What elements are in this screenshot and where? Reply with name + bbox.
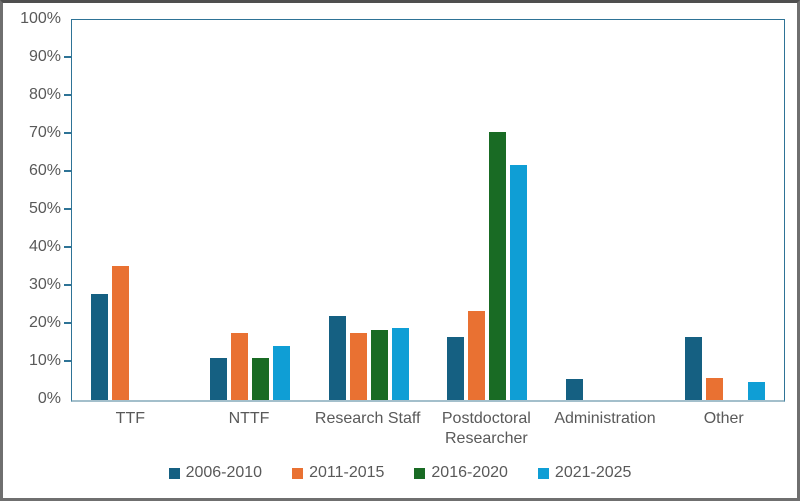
y-tick-label-50: 50%: [28, 200, 61, 217]
y-tick-mark-30: [64, 284, 71, 286]
legend: 2006-2010 2011-2015 2016-2020 2021-2025: [3, 464, 797, 482]
legend-item-2006-2010: 2006-2010: [168, 464, 263, 482]
bar-group-research-staff: [309, 20, 428, 400]
legend-label: 2006-2010: [185, 464, 263, 481]
bar-postdoctoral-researcher-2006-2010: [447, 336, 465, 400]
bar-other-2021-2025: [747, 381, 765, 400]
x-axis-label-other: Other: [703, 410, 744, 427]
legend-item-2016-2020: 2016-2020: [414, 464, 508, 482]
bar-nttf-2016-2020: [252, 357, 269, 400]
bar-nttf-2011-2015: [231, 333, 248, 400]
y-tick-label-10: 10%: [28, 352, 61, 369]
x-axis-label-ttf: TTF: [115, 410, 145, 427]
x-axis-labels: TTF NTTF Research Staff Postdoctoral Resear…: [71, 409, 783, 449]
bar-research-staff-2011-2015: [349, 333, 367, 400]
bar-research-staff-2006-2010: [328, 315, 346, 400]
plot-area: [71, 19, 785, 402]
bar-other-2006-2010: [684, 336, 702, 400]
y-tick-mark-10: [64, 360, 71, 362]
y-tick-label-80: 80%: [28, 86, 61, 103]
y-tick-mark-40: [64, 246, 71, 248]
x-axis-label-administration: Administration: [554, 410, 656, 427]
bar-group-nttf: [191, 20, 310, 400]
legend-label: 2021-2025: [554, 464, 632, 481]
y-tick-label-40: 40%: [28, 238, 61, 255]
bar-postdoctoral-researcher-2016-2020: [489, 132, 507, 400]
y-tick-label-90: 90%: [28, 48, 61, 65]
bar-ttf-2006-2010: [91, 294, 109, 400]
bar-nttf-2006-2010: [210, 357, 227, 400]
legend-item-2021-2025: 2021-2025: [537, 464, 632, 482]
legend-swatch-icon: [414, 467, 426, 479]
bar-postdoctoral-researcher-2011-2015: [468, 310, 486, 400]
legend-label: 2011-2015: [309, 464, 385, 481]
legend-swatch-icon: [537, 467, 549, 479]
y-tick-label-30: 30%: [28, 276, 61, 293]
y-tick-mark-90: [64, 56, 71, 58]
y-tick-mark-70: [64, 132, 71, 134]
y-tick-label-100: 100%: [20, 10, 61, 27]
y-tick-label-0: 0%: [37, 390, 61, 407]
y-tick-label-70: 70%: [28, 124, 61, 141]
bar-ttf-2011-2015: [112, 265, 130, 400]
bar-administration-2006-2010: [566, 378, 584, 400]
y-tick-mark-20: [64, 322, 71, 324]
y-tick-mark-50: [64, 208, 71, 210]
bar-group-postdoctoral-researcher: [428, 20, 547, 400]
bar-groups: [72, 20, 784, 400]
legend-label: 2016-2020: [431, 464, 508, 481]
bar-other-2011-2015: [705, 377, 723, 400]
bar-group-administration: [547, 20, 666, 400]
x-axis-label-research-staff: Research Staff: [314, 410, 421, 427]
bar-postdoctoral-researcher-2021-2025: [510, 164, 528, 400]
y-tick-mark-80: [64, 94, 71, 96]
bar-group-ttf: [72, 20, 191, 400]
bar-research-staff-2021-2025: [391, 327, 409, 400]
x-axis-label-postdoctoral-researcher: Postdoctoral Researcher: [441, 410, 531, 447]
bar-nttf-2021-2025: [273, 345, 290, 400]
legend-item-2011-2015: 2011-2015: [292, 464, 384, 482]
x-axis-label-nttf: NTTF: [228, 410, 270, 427]
bar-research-staff-2016-2020: [370, 329, 388, 400]
y-tick-label-60: 60%: [28, 162, 61, 179]
legend-swatch-icon: [168, 467, 180, 479]
y-tick-label-20: 20%: [28, 314, 61, 331]
legend-swatch-icon: [292, 467, 304, 479]
y-tick-mark-60: [64, 170, 71, 172]
bar-group-other: [665, 20, 784, 400]
